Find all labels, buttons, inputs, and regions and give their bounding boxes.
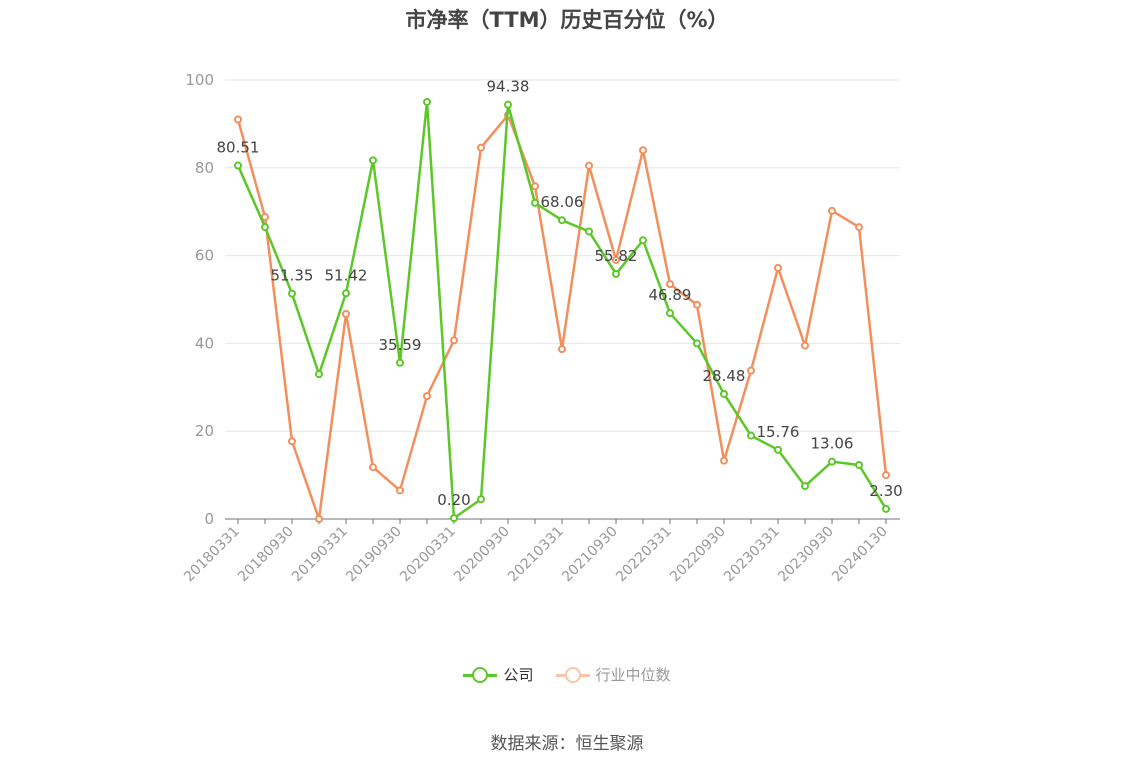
data-label: 35.59 [379, 336, 422, 354]
data-point-industry-median [288, 437, 296, 446]
data-point-company [423, 97, 431, 106]
x-tick-label: 20230930 [775, 524, 837, 586]
data-point-industry-median [369, 463, 377, 472]
data-point-company [747, 431, 755, 440]
x-tick-label: 20230331 [721, 524, 783, 586]
data-label: 13.06 [811, 435, 854, 453]
data-labels: 80.51 51.35 51.42 35.59 0.20 94.38 68.06 55.82 4… [217, 78, 903, 509]
x-tick-label: 20190331 [289, 524, 351, 586]
data-label: 2.30 [869, 482, 902, 500]
data-point-company [774, 445, 782, 454]
data-label: 51.42 [325, 266, 368, 284]
y-tick-label: 80 [195, 159, 214, 177]
data-point-industry-median [639, 146, 647, 155]
data-point-industry-median [882, 471, 890, 480]
legend-label-industry-median: 行业中位数 [595, 666, 671, 684]
data-point-company [504, 100, 512, 109]
x-tick-label: 20210331 [505, 524, 567, 586]
data-point-company [693, 339, 701, 348]
legend-swatch-industry-median [555, 666, 590, 684]
x-tick-label: 20200930 [451, 524, 513, 586]
data-label: 46.89 [649, 286, 692, 304]
x-tick-label: 20180930 [235, 524, 297, 586]
data-point-company [666, 309, 674, 318]
chart-title: 市净率（TTM）历史百分位（%） [405, 8, 729, 32]
data-point-industry-median [450, 336, 458, 345]
data-point-company [639, 236, 647, 245]
data-point-company [720, 389, 728, 398]
grid-lines [225, 79, 900, 432]
data-point-industry-median [558, 345, 566, 354]
data-point-industry-median [720, 456, 728, 465]
data-label: 28.48 [703, 367, 746, 385]
x-tick-label: 20220930 [667, 524, 729, 586]
data-point-company [828, 457, 836, 466]
data-point-industry-median [855, 223, 863, 232]
data-point-company [369, 156, 377, 165]
data-point-company [450, 514, 458, 523]
legend-item-industry-median[interactable]: 行业中位数 [555, 664, 671, 685]
data-label: 51.35 [271, 267, 314, 285]
data-point-company [315, 370, 323, 379]
data-point-industry-median [666, 280, 674, 289]
legend-item-company[interactable]: 公司 [463, 664, 534, 685]
data-point-company [558, 216, 566, 225]
x-tick-label: 20190930 [343, 524, 405, 586]
data-label: 15.76 [757, 423, 800, 441]
data-point-industry-median [585, 161, 593, 170]
data-point-industry-median [693, 300, 701, 309]
x-tick-label: 20240130 [829, 524, 891, 586]
legend-swatch-company [463, 666, 498, 684]
data-point-industry-median [747, 366, 755, 375]
data-point-company [261, 223, 269, 232]
data-point-company [882, 504, 890, 513]
data-point-industry-median [477, 143, 485, 152]
data-label: 0.20 [437, 491, 470, 509]
series-layer [234, 97, 890, 523]
data-point-company [396, 358, 404, 367]
data-label: 55.82 [595, 247, 638, 265]
data-label: 68.06 [541, 193, 584, 211]
data-point-company [288, 289, 296, 298]
data-point-company [531, 198, 539, 207]
y-tick-label: 60 [195, 247, 214, 265]
source-note: 数据来源：恒生聚源 [490, 734, 644, 754]
data-point-company [612, 269, 620, 278]
y-tick-label: 40 [195, 334, 214, 352]
data-point-company [801, 482, 809, 491]
data-point-company [855, 461, 863, 470]
data-point-industry-median [801, 341, 809, 350]
legend-label-company: 公司 [503, 666, 534, 684]
data-point-industry-median [612, 255, 620, 264]
x-tick-label: 20210930 [559, 524, 621, 586]
data-point-industry-median [423, 392, 431, 401]
x-axis: 2018033120180930201903312019093020200331… [181, 518, 900, 586]
legend: 公司 行业中位数 [0, 664, 1134, 685]
data-label: 94.38 [487, 78, 530, 96]
data-point-industry-median [315, 515, 323, 523]
data-point-industry-median [531, 182, 539, 191]
series-line-company [236, 100, 888, 520]
y-axis: 0 20 40 60 80 100 [185, 71, 214, 528]
x-tick-label: 20180331 [181, 524, 243, 586]
data-label: 80.51 [217, 139, 260, 157]
data-point-company [477, 495, 485, 504]
data-point-industry-median [342, 309, 350, 318]
y-tick-label: 100 [185, 71, 214, 89]
series-line-industry-median [236, 113, 888, 521]
data-point-industry-median [828, 206, 836, 215]
y-tick-label: 20 [195, 422, 214, 440]
data-point-company [585, 227, 593, 236]
y-tick-label: 0 [204, 510, 214, 528]
data-point-industry-median [396, 486, 404, 495]
data-point-company [234, 161, 242, 170]
data-point-industry-median [261, 212, 269, 221]
data-point-company [342, 289, 350, 298]
data-point-industry-median [234, 115, 242, 124]
x-tick-label: 20220331 [613, 524, 675, 586]
data-point-industry-median [774, 263, 782, 272]
x-tick-label: 20200331 [397, 524, 459, 586]
